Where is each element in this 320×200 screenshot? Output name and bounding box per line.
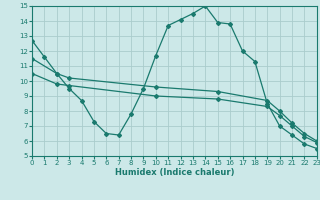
X-axis label: Humidex (Indice chaleur): Humidex (Indice chaleur) bbox=[115, 168, 234, 177]
